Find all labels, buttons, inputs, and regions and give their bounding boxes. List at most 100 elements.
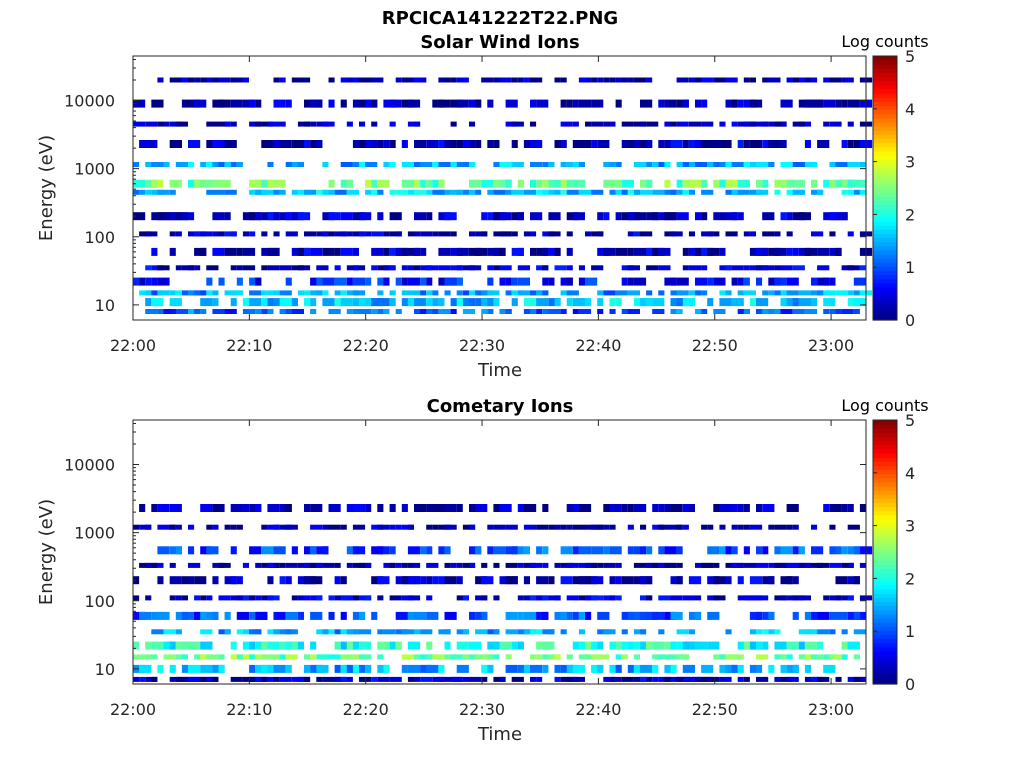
heatmap-cell — [285, 654, 298, 660]
heatmap-cell — [291, 162, 298, 167]
heatmap-cell — [401, 664, 408, 673]
heatmap-cell — [505, 231, 512, 237]
heatmap-cell — [847, 265, 860, 271]
heatmap-cell — [591, 189, 604, 195]
heatmap-cell — [438, 99, 451, 108]
heatmap-cell — [487, 664, 494, 673]
heatmap-cell — [450, 121, 457, 127]
heatmap-cell — [322, 524, 329, 530]
heatmap-cell — [804, 309, 818, 314]
colorbar-swatch — [873, 179, 897, 185]
heatmap-cell — [291, 546, 298, 555]
heatmap-cell — [181, 654, 188, 660]
heatmap-cell — [426, 524, 433, 530]
colorbar-swatch — [873, 510, 897, 516]
heatmap-cell — [230, 524, 237, 530]
heatmap-cell — [566, 179, 573, 188]
heatmap-cell — [261, 298, 268, 307]
heatmap-cell — [475, 629, 488, 635]
heatmap-cell — [640, 77, 647, 83]
heatmap-cell — [578, 140, 585, 148]
heatmap-cell — [695, 277, 708, 286]
heatmap-cell — [469, 121, 476, 127]
colorbar-swatch — [873, 432, 897, 438]
heatmap-cell — [456, 247, 469, 256]
heatmap-cell — [414, 140, 427, 148]
heatmap-cell — [304, 189, 311, 195]
heatmap-cell — [853, 179, 866, 188]
heatmap-cell — [169, 247, 176, 256]
heatmap-cell — [163, 121, 170, 127]
heatmap-cell — [566, 265, 573, 271]
heatmap-cell — [145, 265, 152, 271]
heatmap-cell — [511, 121, 524, 127]
heatmap-cell — [560, 277, 573, 286]
colorbar-swatch — [873, 490, 897, 495]
heatmap-cell — [267, 641, 274, 650]
heatmap-cell — [798, 77, 805, 83]
heatmap-cell — [175, 309, 188, 314]
heatmap-cell — [487, 99, 494, 108]
colorbar-swatch — [873, 105, 897, 111]
heatmap-cell — [456, 629, 469, 635]
heatmap-cell — [444, 504, 457, 512]
heatmap-cell — [169, 298, 182, 307]
colorbar-tick-label: 2 — [905, 205, 915, 224]
heatmap-cell — [658, 524, 665, 530]
heatmap-cell — [670, 611, 683, 620]
heatmap-cell — [383, 99, 396, 108]
heatmap-cell — [169, 524, 176, 530]
heatmap-cell — [731, 99, 738, 108]
heatmap-cell — [847, 121, 854, 127]
heatmap-cell — [242, 629, 256, 635]
heatmap-cell — [811, 247, 818, 256]
heatmap-cell — [603, 595, 616, 601]
heatmap-cell — [792, 298, 799, 307]
heatmap-cell — [267, 162, 274, 167]
heatmap-cell — [536, 179, 543, 188]
y-axis-label: Energy (eV) — [36, 135, 57, 241]
heatmap-cell — [285, 629, 292, 635]
heatmap-cell — [578, 179, 585, 188]
heatmap-cell — [585, 298, 592, 307]
heatmap-cell — [676, 576, 683, 585]
heatmap-cell — [560, 140, 567, 148]
heatmap-cell — [603, 212, 610, 221]
heatmap-cell — [206, 77, 213, 83]
heatmap-cell — [346, 231, 353, 237]
y-tick-label: 10 — [95, 660, 115, 679]
heatmap-cell — [603, 546, 610, 555]
heatmap-cell — [652, 212, 659, 221]
colorbar-swatch — [873, 527, 897, 532]
heatmap-cell — [481, 179, 494, 188]
heatmap-cell — [554, 654, 561, 660]
heatmap-cell — [530, 99, 537, 108]
heatmap-cell — [798, 290, 811, 296]
heatmap-cell — [762, 504, 775, 512]
heatmap-cell — [627, 309, 634, 314]
heatmap-cell — [389, 504, 396, 512]
heatmap-cell — [566, 611, 573, 620]
heatmap-cell — [181, 212, 188, 221]
colorbar-swatch — [873, 428, 897, 433]
heatmap-cell — [615, 99, 622, 108]
heatmap-cell — [749, 576, 763, 585]
heatmap-cell — [566, 298, 573, 307]
heatmap-cell — [487, 265, 494, 271]
heatmap-cell — [804, 247, 811, 256]
heatmap-cell — [230, 654, 243, 660]
heatmap-cell — [530, 309, 537, 314]
heatmap-cell — [322, 546, 329, 555]
heatmap-cell — [212, 309, 219, 314]
colorbar-swatch — [873, 634, 897, 640]
heatmap-cell — [285, 231, 298, 237]
heatmap-cell — [200, 504, 213, 512]
heatmap-cell — [346, 562, 353, 568]
heatmap-cell — [481, 309, 488, 314]
heatmap-cell — [230, 504, 243, 512]
x-tick-label: 22:20 — [343, 700, 389, 719]
heatmap-cell — [469, 189, 476, 195]
heatmap-cell — [664, 546, 677, 555]
heatmap-cell — [383, 140, 390, 148]
heatmap-cell — [554, 247, 561, 256]
